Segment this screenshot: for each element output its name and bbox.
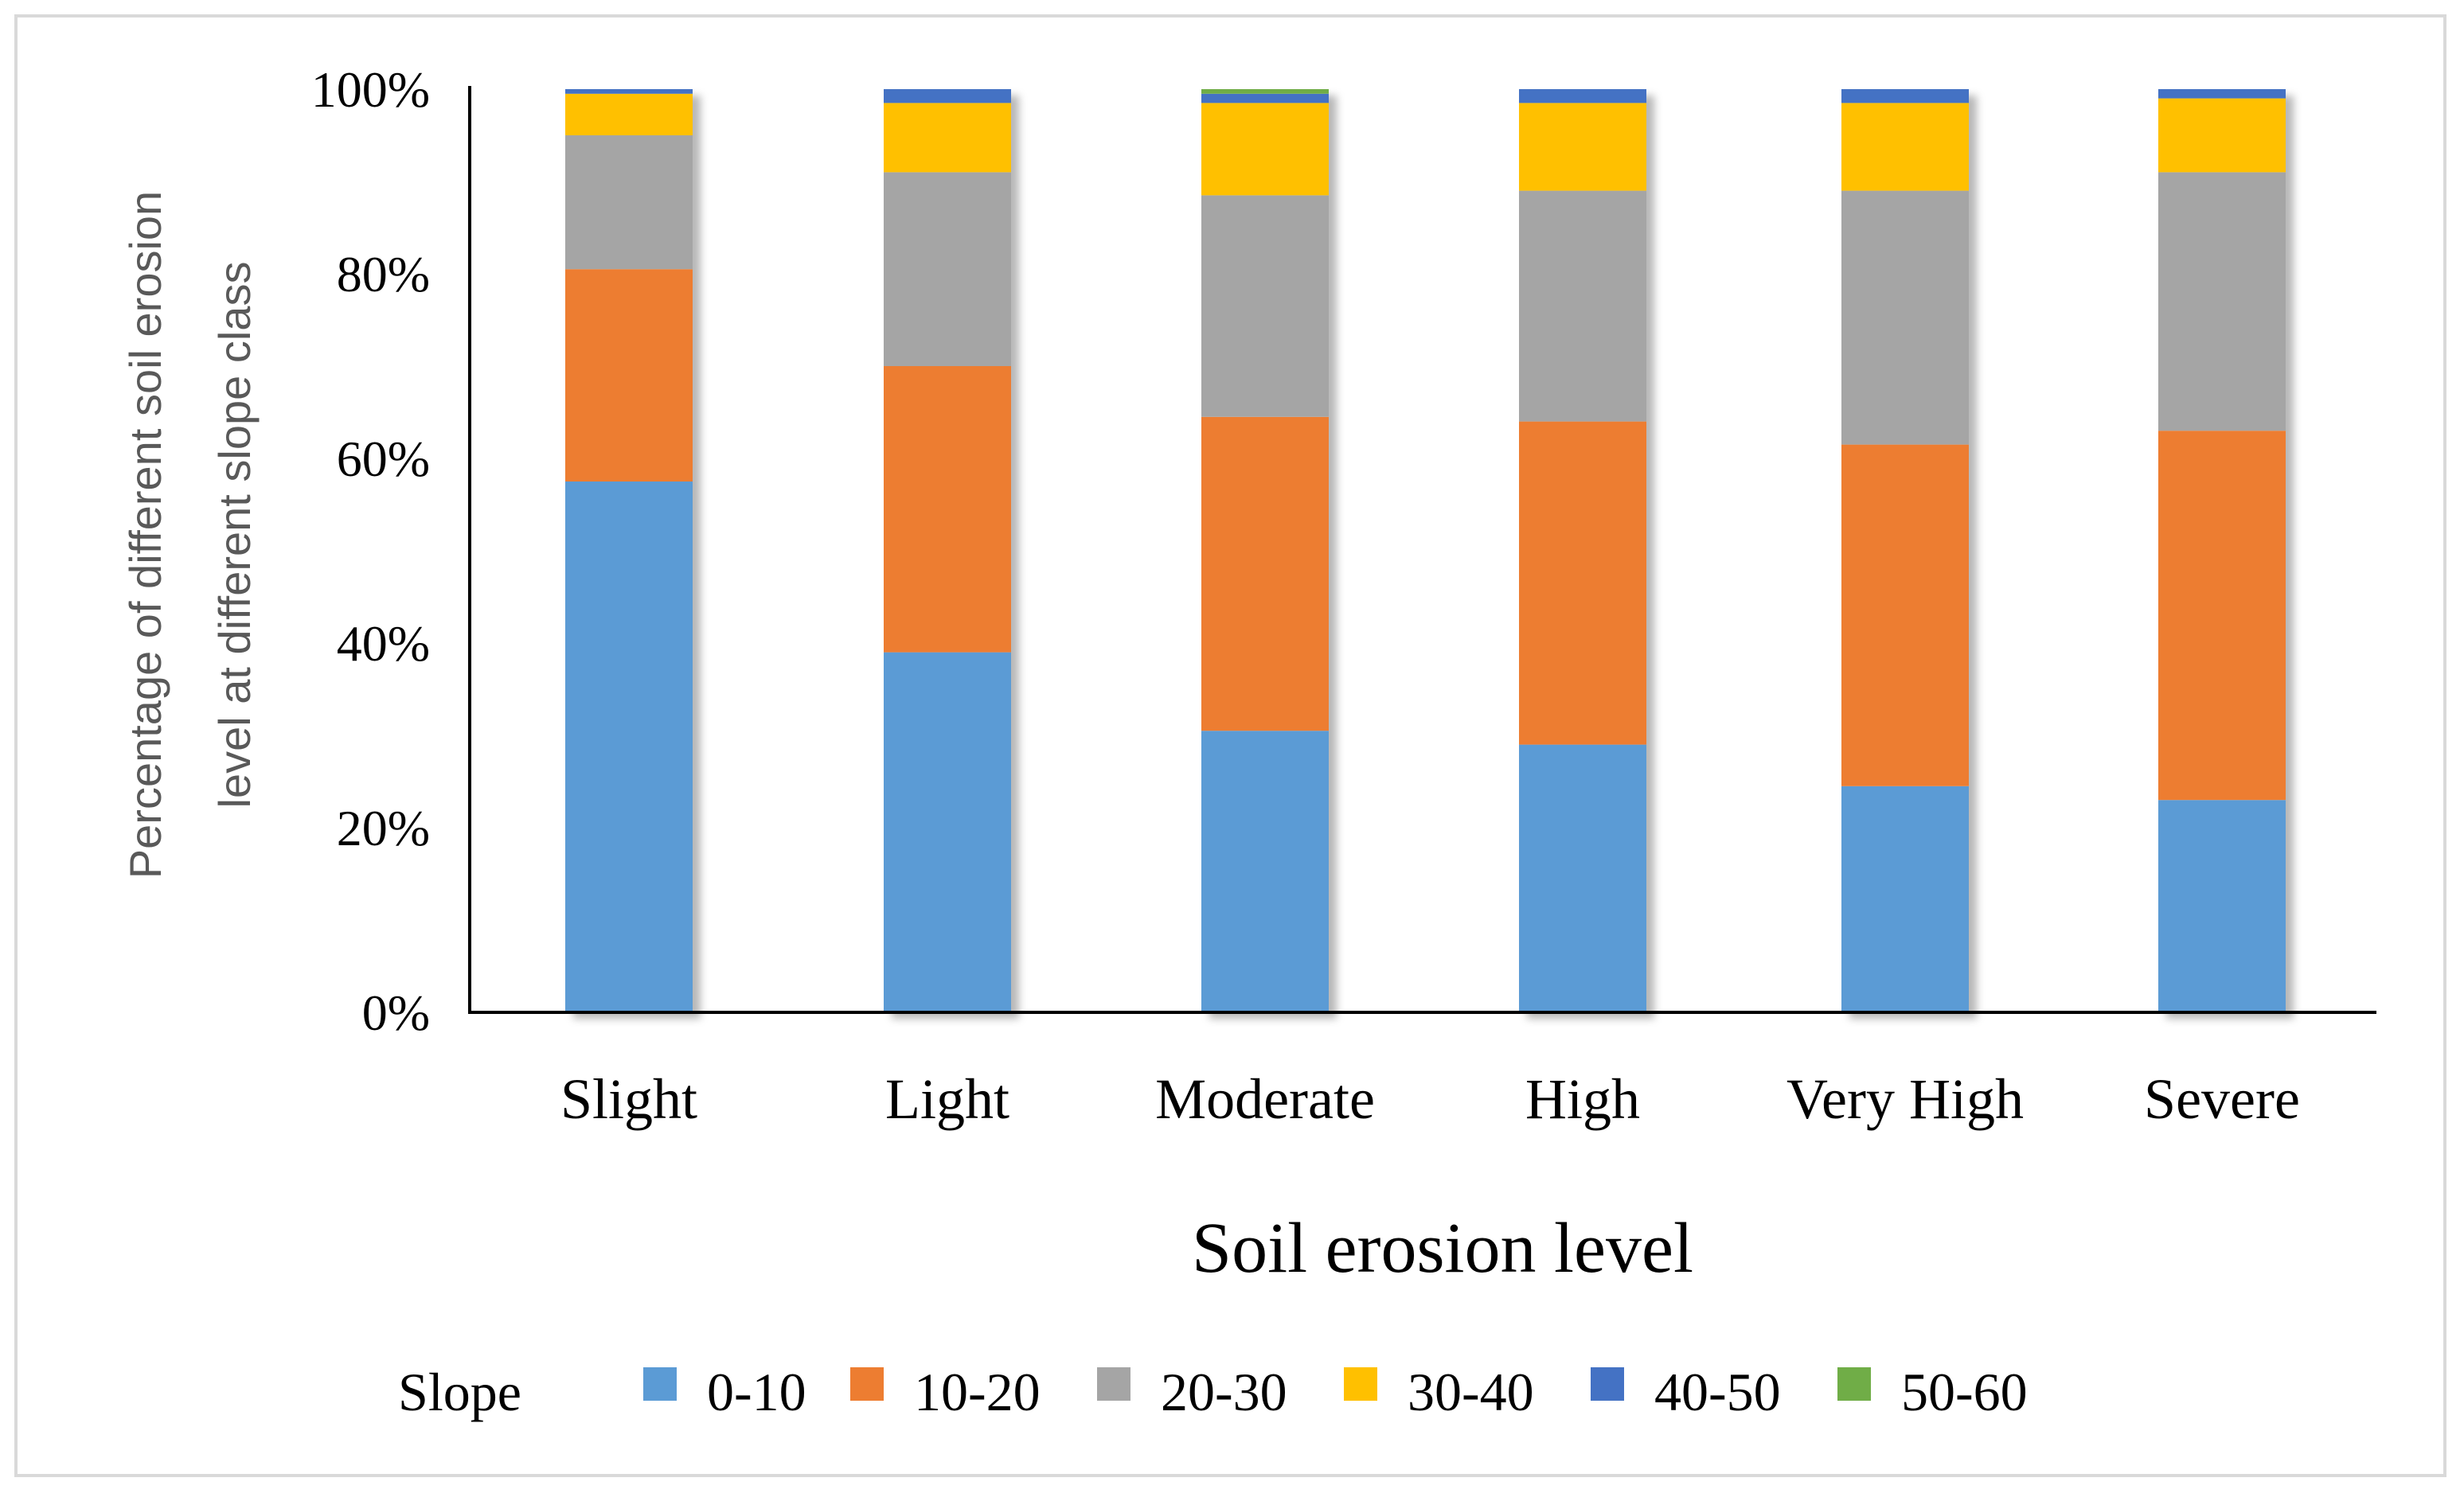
bar-stack-very-high: [1841, 89, 1969, 1012]
bar-segment-severe-20-30: [2158, 172, 2286, 431]
bar-segment-very-high-0-10: [1841, 786, 1969, 1012]
bar-segment-high-40-50: [1519, 89, 1646, 103]
bar-stack-light: [884, 89, 1011, 1012]
y-tick-label: 80%: [337, 246, 430, 302]
bar-segment-moderate-0-10: [1201, 731, 1329, 1012]
bar-stack-moderate: [1201, 89, 1329, 1012]
x-category-label: Very High: [1786, 1067, 2024, 1131]
legend-label-30-40: 30-40: [1408, 1362, 1534, 1422]
legend-title: Slope: [398, 1362, 521, 1422]
legend-label-0-10: 0-10: [707, 1362, 806, 1422]
bar-segment-severe-10-20: [2158, 431, 2286, 801]
bars-group: [565, 89, 2286, 1012]
bar-segment-slight-40-50: [565, 89, 693, 94]
bar-stack-slight: [565, 89, 693, 1012]
bar-segment-slight-30-40: [565, 93, 693, 135]
bar-segment-severe-30-40: [2158, 98, 2286, 173]
bar-segment-light-0-10: [884, 652, 1011, 1012]
bar-segment-light-40-50: [884, 89, 1011, 103]
legend: Slope 0-10 10-20 20-30 30-40 40-50 50-60: [398, 1362, 2028, 1422]
bar-segment-slight-10-20: [565, 269, 693, 481]
bar-segment-light-10-20: [884, 366, 1011, 653]
bar-stack-high: [1519, 89, 1646, 1012]
y-tick-label: 0%: [362, 984, 430, 1041]
bar-segment-moderate-50-60: [1201, 89, 1329, 94]
x-axis-categories: Slight Light Moderate High Very High Severe: [560, 1067, 2300, 1131]
y-axis-ticks: 0% 20% 40% 60% 80% 100%: [311, 61, 430, 1041]
bar-segment-severe-0-10: [2158, 800, 2286, 1012]
bar-segment-moderate-40-50: [1201, 93, 1329, 103]
bar-segment-moderate-30-40: [1201, 103, 1329, 196]
legend-swatch-10-20: [850, 1367, 884, 1401]
bar-segment-high-0-10: [1519, 744, 1646, 1012]
bar-segment-very-high-10-20: [1841, 444, 1969, 786]
x-category-label: Light: [885, 1067, 1009, 1131]
legend-swatch-40-50: [1591, 1367, 1624, 1401]
bar-segment-slight-20-30: [565, 135, 693, 270]
legend-swatch-20-30: [1097, 1367, 1130, 1401]
bar-segment-very-high-20-30: [1841, 190, 1969, 445]
x-axis-title: Soil erosion level: [1192, 1209, 1693, 1288]
legend-label-40-50: 40-50: [1654, 1362, 1781, 1422]
y-tick-label: 40%: [337, 615, 430, 672]
bar-segment-light-20-30: [884, 172, 1011, 366]
bar-segment-very-high-30-40: [1841, 103, 1969, 191]
bar-segment-severe-40-50: [2158, 89, 2286, 99]
legend-swatch-30-40: [1344, 1367, 1377, 1401]
x-category-label: Severe: [2144, 1067, 2300, 1131]
x-category-label: Slight: [560, 1067, 697, 1131]
legend-swatch-0-10: [643, 1367, 677, 1401]
x-category-label: Moderate: [1155, 1067, 1375, 1131]
bar-segment-high-10-20: [1519, 421, 1646, 745]
bar-segment-moderate-20-30: [1201, 195, 1329, 417]
x-category-label: High: [1525, 1067, 1640, 1131]
y-axis-title-line-1: Percentage of different soil erosion: [120, 191, 170, 879]
bar-segment-high-20-30: [1519, 190, 1646, 422]
bar-segment-slight-0-10: [565, 481, 693, 1012]
legend-swatch-50-60: [1837, 1367, 1871, 1401]
y-axis-title-line-2: level at different slope class: [209, 262, 260, 809]
bar-segment-light-30-40: [884, 103, 1011, 173]
bar-stack-severe: [2158, 89, 2286, 1012]
y-tick-label: 60%: [337, 431, 430, 487]
legend-label-50-60: 50-60: [1901, 1362, 2028, 1422]
y-tick-label: 100%: [311, 61, 430, 118]
bar-segment-high-30-40: [1519, 103, 1646, 191]
bar-segment-very-high-40-50: [1841, 89, 1969, 103]
y-tick-label: 20%: [337, 800, 430, 856]
legend-label-10-20: 10-20: [914, 1362, 1041, 1422]
legend-label-20-30: 20-30: [1161, 1362, 1287, 1422]
bar-segment-moderate-10-20: [1201, 416, 1329, 731]
